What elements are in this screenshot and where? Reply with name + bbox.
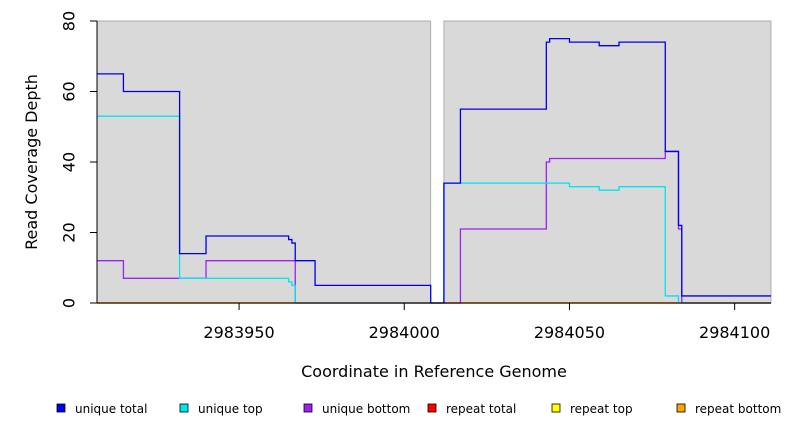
legend-item-unique-bottom: unique bottom [303,402,410,416]
y-tick-label-60: 60 [60,81,79,101]
legend: unique total unique top unique bottom repea… [56,402,781,416]
shaded-region-1 [96,20,432,304]
legend-swatch-repeat-bottom [676,403,686,413]
y-tick-label-20: 20 [60,222,79,242]
x-tick-label-2984100: 2984100 [699,323,770,342]
series-line-unique-top [97,115,771,304]
x-tick-label-2983950: 2983950 [203,323,274,342]
y-tick-label-40: 40 [60,152,79,172]
legend-label-repeat-top: repeat top [570,402,633,416]
legend-item-unique-top: unique top [179,402,263,416]
legend-label-repeat-total: repeat total [446,402,516,416]
legend-item-unique-total: unique total [56,402,147,416]
x-tick-label-2984000: 2984000 [369,323,440,342]
legend-item-repeat-bottom: repeat bottom [676,402,781,416]
legend-swatch-unique-top [179,403,189,413]
legend-item-repeat-top: repeat top [551,402,633,416]
legend-swatch-unique-total [56,403,66,413]
legend-swatch-unique-bottom [303,403,313,413]
legend-label-unique-total: unique total [75,402,147,416]
legend-swatch-repeat-total [427,403,437,413]
x-axis-title: Coordinate in Reference Genome [301,362,567,381]
y-tick-label-0: 0 [60,298,79,308]
legend-item-repeat-total: repeat total [427,402,516,416]
legend-swatch-repeat-top [551,403,561,413]
y-axis-title: Read Coverage Depth [22,74,41,250]
plot-background [96,20,772,304]
series-line-unique-total [97,37,771,304]
y-tick-label-80: 80 [60,11,79,31]
legend-label-unique-top: unique top [198,402,263,416]
legend-label-repeat-bottom: repeat bottom [695,402,781,416]
legend-label-unique-bottom: unique bottom [322,402,410,416]
axes: 0 20 40 60 80 2983950 2984000 2984050 2984100 [60,11,771,342]
shaded-region-2 [443,20,772,304]
x-tick-label-2984050: 2984050 [534,323,605,342]
